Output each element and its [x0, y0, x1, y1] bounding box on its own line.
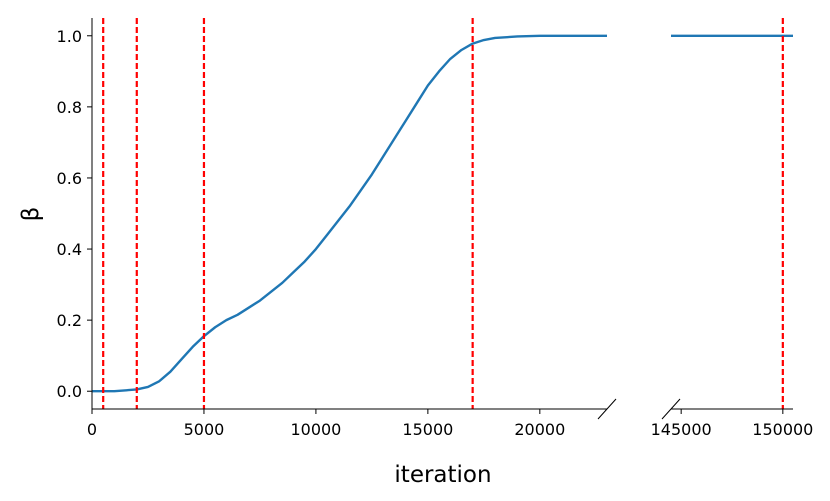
- x-tick-label-3: 15000: [402, 420, 453, 439]
- x-tick-label-1: 5000: [184, 420, 225, 439]
- y-tick-label-5: 1.0: [57, 27, 82, 46]
- x-tick-label-6: 150000: [752, 420, 813, 439]
- x-axis-label: iteration: [394, 462, 491, 488]
- y-tick-label-2: 0.4: [57, 240, 82, 259]
- plot-area: 0.0 0.2 0.4 0.6 0.8 1.0 0 5000 10000 15000 20000 14…: [57, 18, 813, 439]
- y-axis-label: β: [18, 207, 44, 222]
- x-tick-label-2: 10000: [290, 420, 341, 439]
- x-tick-label-5: 145000: [651, 420, 712, 439]
- axis-break-mark-left: [597, 398, 617, 420]
- y-tick-label-0: 0.0: [57, 382, 82, 401]
- x-tick-label-0: 0: [87, 420, 97, 439]
- y-tick-label-1: 0.2: [57, 311, 82, 330]
- y-tick-label-3: 0.6: [57, 169, 82, 188]
- series-line-segment-1: [92, 34, 607, 393]
- axis-break-mark-right: [661, 398, 681, 420]
- x-tick-label-4: 20000: [514, 420, 565, 439]
- y-tick-label-4: 0.8: [57, 98, 82, 117]
